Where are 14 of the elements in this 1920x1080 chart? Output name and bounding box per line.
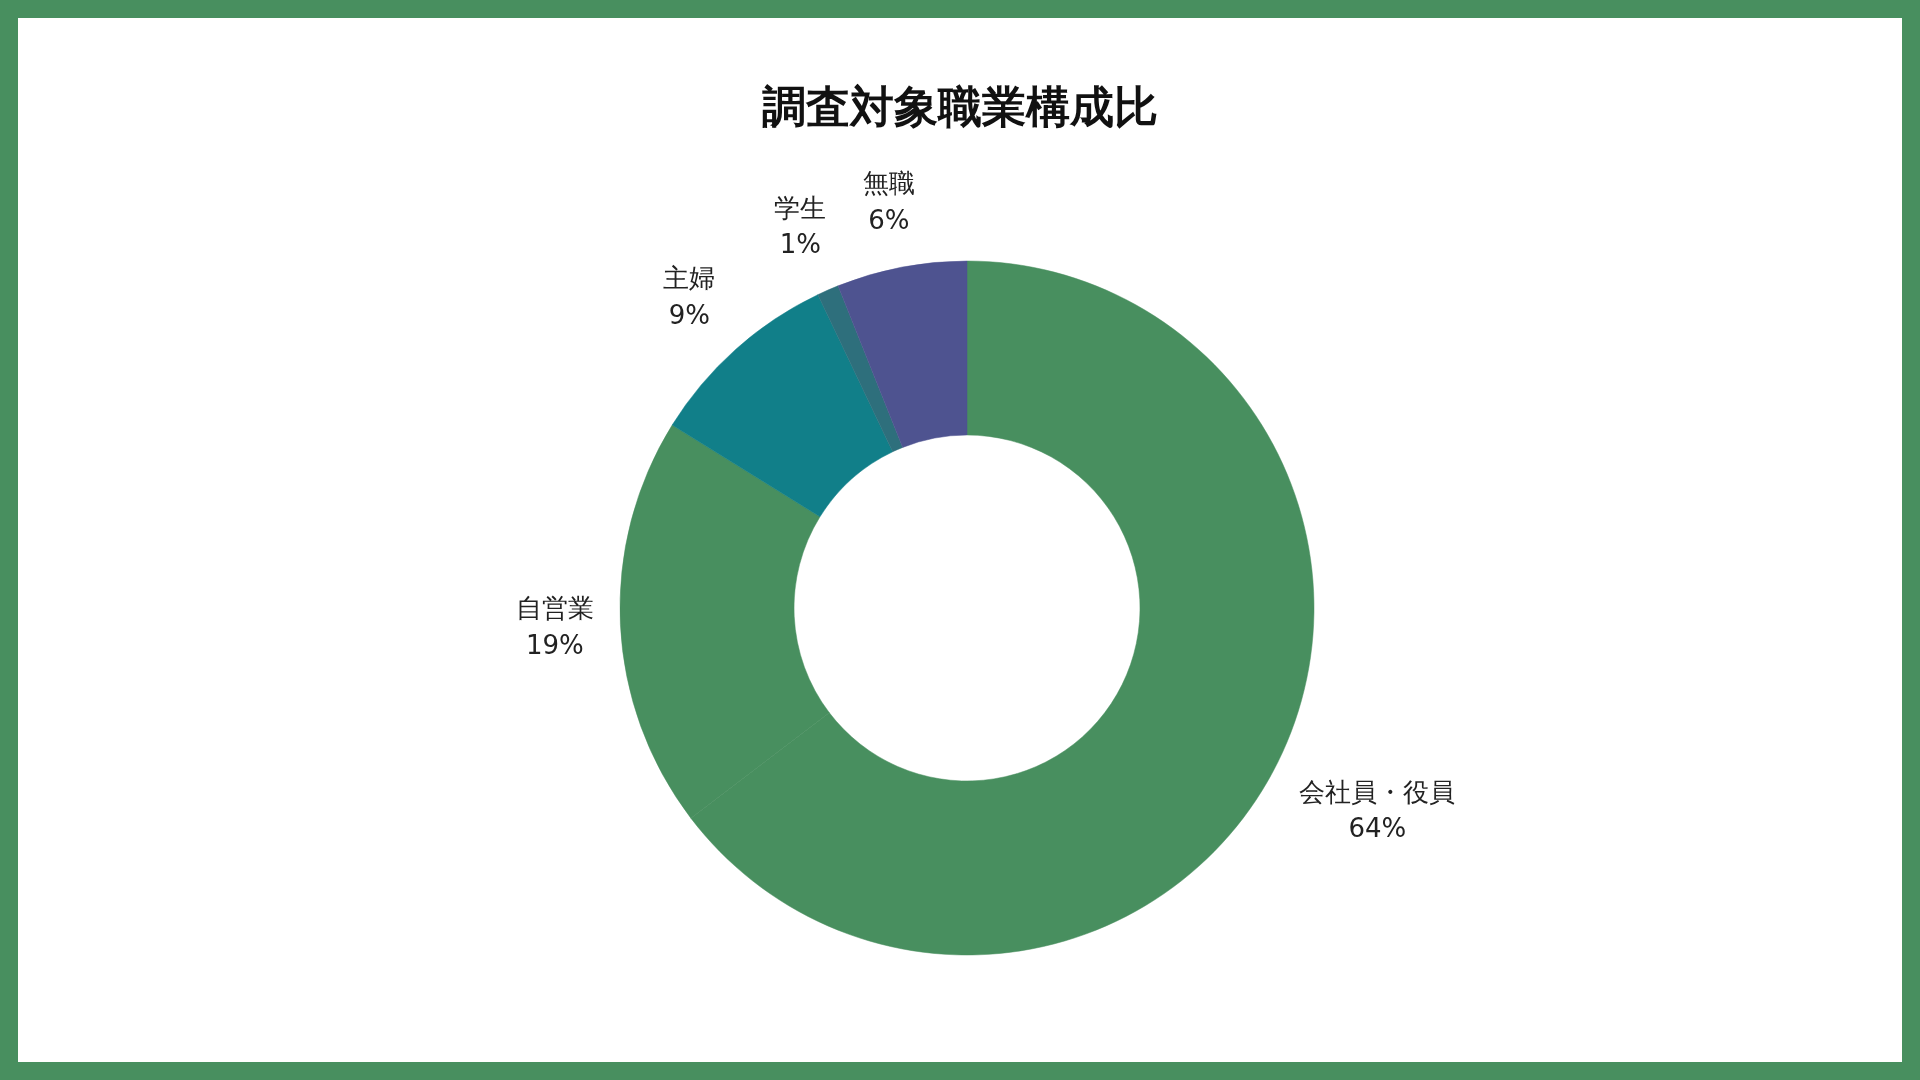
donut-slice: [671, 294, 893, 518]
donut-slice: [817, 285, 903, 453]
slice-label: 学生: [774, 192, 827, 223]
data-label: 9%: [668, 299, 710, 330]
chart-title: 調査対象職業構成比: [762, 81, 1158, 132]
slice-label: 無職: [862, 168, 915, 199]
data-label: 64%: [1348, 813, 1407, 844]
slice-label: 主婦: [663, 263, 716, 294]
donut-slice: [837, 260, 968, 448]
slice-label: 自営業: [515, 593, 594, 624]
data-label: 19%: [525, 629, 584, 660]
slice-label: 会社員・役員: [1299, 777, 1456, 808]
data-label: 6%: [868, 204, 910, 235]
data-label: 1%: [779, 229, 821, 260]
